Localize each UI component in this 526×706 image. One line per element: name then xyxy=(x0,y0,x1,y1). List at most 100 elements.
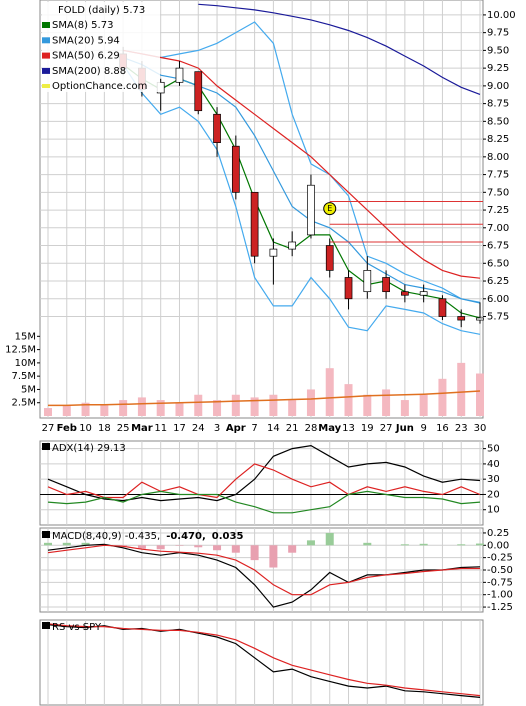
volume-bar xyxy=(306,389,315,416)
x-tick-label: 9 xyxy=(420,423,426,434)
volume-bar xyxy=(438,378,447,416)
candle-body xyxy=(325,245,334,271)
legend-swatch xyxy=(42,67,50,74)
sma-line xyxy=(198,3,481,95)
annotation-marker xyxy=(323,202,337,216)
y-tick-label: -0.25 xyxy=(487,553,513,564)
x-tick-label: 14 xyxy=(267,423,280,434)
panel-label: MACD(8,40,9) -0.435, xyxy=(52,531,160,542)
y-tick-label: 6.00 xyxy=(487,294,509,305)
label-box xyxy=(42,622,50,629)
panel-title: RS vs SPY xyxy=(52,622,102,633)
y2-tick-label: 15M xyxy=(15,331,36,342)
volume-ma-line xyxy=(48,390,481,407)
x-tick-label: 11 xyxy=(154,423,167,434)
x-tick-label: 17 xyxy=(173,423,186,434)
volume-bar xyxy=(250,397,259,416)
histogram-bar xyxy=(457,544,466,546)
volume-bar xyxy=(137,397,146,416)
volume-bar xyxy=(363,394,372,416)
x-tick-label: 3 xyxy=(214,423,220,434)
y-tick-label: -0.50 xyxy=(487,565,513,576)
volume-bar xyxy=(44,408,52,416)
x-tick-label: 13 xyxy=(342,423,355,434)
x-tick-label: Feb xyxy=(57,423,77,434)
indicator-line xyxy=(47,444,481,502)
candle-body xyxy=(250,191,259,257)
candle-body xyxy=(307,184,315,236)
y2-tick-label: 2.5M xyxy=(11,398,36,409)
volume-bar xyxy=(81,402,90,416)
y-tick-label: 8.00 xyxy=(487,152,509,163)
panel-frame xyxy=(39,440,484,526)
x-tick-label: 19 xyxy=(361,423,374,434)
y-tick-label: 7.50 xyxy=(487,187,509,198)
candle-body xyxy=(438,298,447,317)
y-tick-label: 7.75 xyxy=(487,170,509,181)
histogram-bar xyxy=(81,542,90,546)
histogram-bar xyxy=(213,545,222,551)
y-tick-label: 10 xyxy=(487,505,500,516)
x-tick-label: 24 xyxy=(192,423,205,434)
candle-body xyxy=(401,291,409,296)
volume-bar xyxy=(213,400,222,416)
volume-bar xyxy=(62,405,71,416)
indicator-line xyxy=(47,490,481,514)
label-box xyxy=(42,443,50,450)
y2-tick-label: 10M xyxy=(15,358,36,369)
histogram-bar xyxy=(194,545,203,548)
y2-tick-label: 5M xyxy=(21,384,36,395)
y-tick-label: 9.25 xyxy=(487,63,509,74)
y-tick-label: -0.75 xyxy=(487,577,513,588)
legend-swatch xyxy=(42,84,50,88)
chart-title: FOLD (daily) 5.73 xyxy=(58,5,145,16)
candle-body xyxy=(344,277,353,300)
volume-bar xyxy=(119,400,128,416)
x-tick-label: 21 xyxy=(286,423,299,434)
y-tick-label: 30 xyxy=(487,474,500,485)
x-tick-label: Apr xyxy=(226,423,246,434)
volume-bar xyxy=(457,362,466,416)
y-tick-label: 10.00 xyxy=(487,10,516,21)
y-tick-label: 50 xyxy=(487,444,500,455)
bollinger-lower xyxy=(122,64,481,335)
histogram-bar xyxy=(250,545,259,561)
legend-label: SMA(20) 5.94 xyxy=(52,35,120,46)
candle-body xyxy=(476,317,484,321)
y-tick-label: 9.00 xyxy=(487,81,509,92)
y-tick-label: 6.75 xyxy=(487,241,509,252)
histogram-bar xyxy=(231,545,240,553)
candle-body xyxy=(175,67,184,83)
volume-bar xyxy=(194,394,203,416)
indicator-line xyxy=(47,544,480,596)
volume-bar xyxy=(382,389,391,416)
y-tick-label: 40 xyxy=(487,459,500,470)
candle-body xyxy=(231,145,240,193)
source-label: OptionChance.com xyxy=(52,81,147,92)
histogram-bar xyxy=(325,532,334,546)
x-tick-label: 16 xyxy=(436,423,449,434)
volume-bar xyxy=(269,394,278,416)
x-tick-label: 18 xyxy=(98,423,111,434)
histogram-bar xyxy=(306,540,315,546)
x-tick-label: 28 xyxy=(305,423,318,434)
volume-bar xyxy=(175,402,184,416)
legend-label: SMA(50) 6.29 xyxy=(52,51,120,62)
candle-body xyxy=(269,248,278,257)
y-tick-label: 7.25 xyxy=(487,205,509,216)
volume-bar xyxy=(100,405,109,416)
legend-box xyxy=(42,2,160,92)
candle-body xyxy=(213,113,221,143)
x-tick-label: Jun xyxy=(395,423,414,434)
x-tick-label: May xyxy=(318,423,341,434)
candle-body xyxy=(363,270,372,293)
sma-line xyxy=(122,49,481,279)
legend-label: SMA(8) 5.73 xyxy=(52,20,113,31)
y2-tick-label: 12.5M xyxy=(5,345,36,356)
y-tick-label: 8.25 xyxy=(487,134,509,145)
histogram-bar xyxy=(363,542,372,546)
bollinger-upper xyxy=(122,21,481,303)
legend-label: SMA(200) 8.88 xyxy=(52,66,126,77)
x-tick-label: 27 xyxy=(42,423,55,434)
